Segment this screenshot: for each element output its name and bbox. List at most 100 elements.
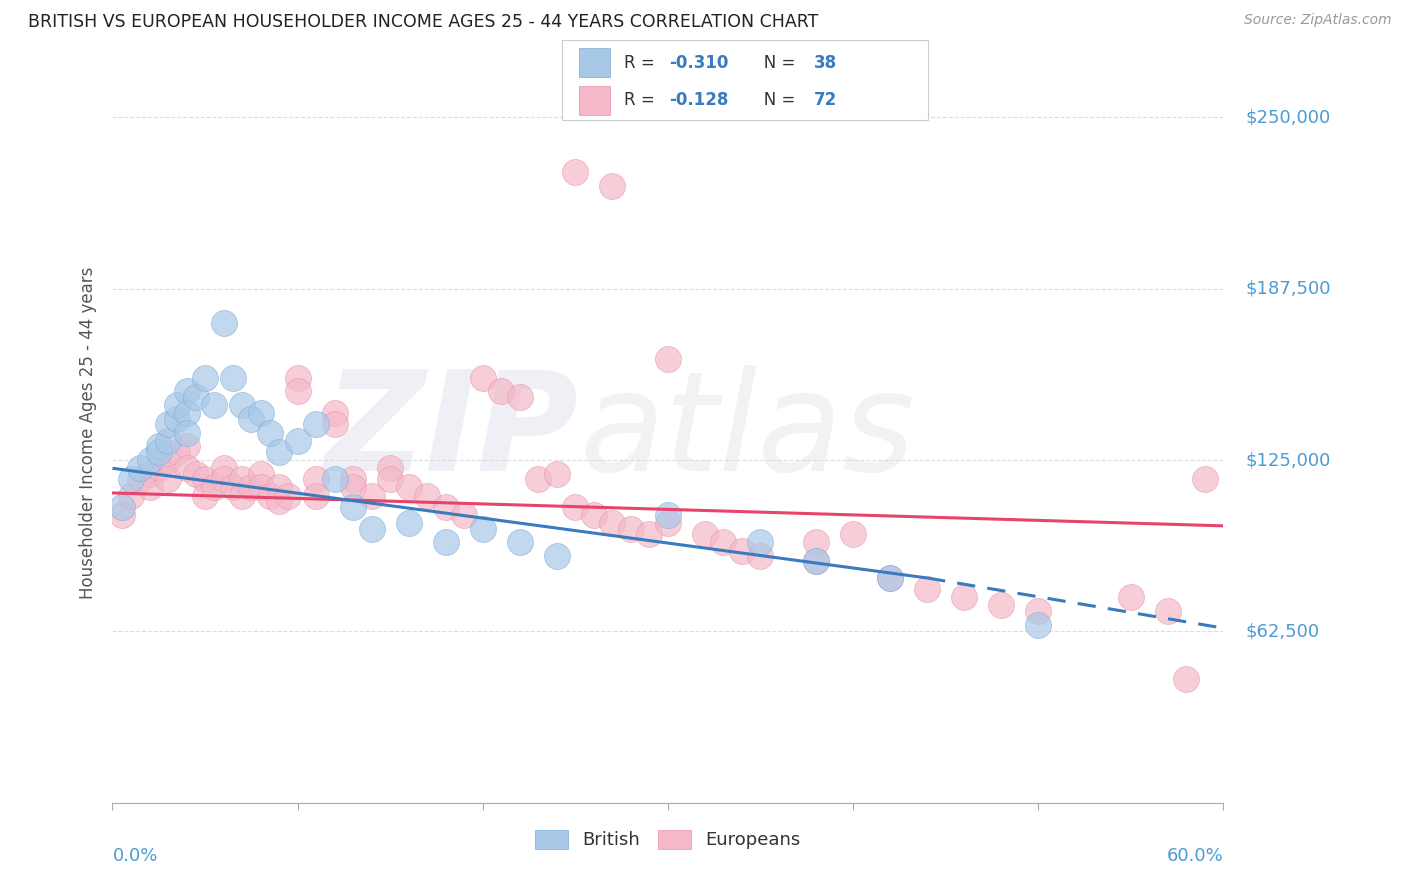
Point <box>240 412 263 426</box>
Point <box>120 489 142 503</box>
Point <box>749 535 772 549</box>
Point <box>620 522 643 536</box>
Point <box>804 554 827 568</box>
Point <box>582 508 605 522</box>
Text: R =: R = <box>624 54 661 71</box>
Point <box>546 467 568 481</box>
Point <box>1175 673 1198 687</box>
Point <box>380 472 402 486</box>
Point <box>202 480 225 494</box>
Point <box>194 489 217 503</box>
Point <box>157 472 180 486</box>
Point <box>157 434 180 448</box>
Point <box>342 472 364 486</box>
Point <box>491 384 513 399</box>
Point <box>731 543 754 558</box>
Point <box>323 472 346 486</box>
Point <box>342 480 364 494</box>
Point <box>434 535 457 549</box>
Point <box>360 489 382 503</box>
Point <box>231 398 253 412</box>
Point <box>713 535 735 549</box>
Point <box>148 445 170 459</box>
Point <box>138 453 160 467</box>
Point <box>138 480 160 494</box>
Point <box>509 390 531 404</box>
Text: N =: N = <box>748 54 800 71</box>
Point <box>267 445 291 459</box>
Point <box>398 516 420 530</box>
Point <box>546 549 568 563</box>
Point <box>231 472 253 486</box>
Point <box>323 417 346 432</box>
Text: -0.128: -0.128 <box>669 91 728 110</box>
Point <box>212 461 235 475</box>
Point <box>176 425 198 440</box>
Point <box>453 508 475 522</box>
Point <box>157 417 180 432</box>
Point <box>176 461 198 475</box>
Point <box>148 439 170 453</box>
Text: atlas: atlas <box>579 365 915 500</box>
Point <box>380 461 402 475</box>
Text: 72: 72 <box>814 91 838 110</box>
Text: $125,000: $125,000 <box>1246 451 1331 469</box>
Point <box>842 527 865 541</box>
Point <box>222 371 245 385</box>
Point <box>1194 472 1216 486</box>
Point <box>259 425 281 440</box>
Point <box>879 571 901 585</box>
Legend: British, Europeans: British, Europeans <box>529 823 807 856</box>
Point <box>212 316 235 330</box>
Point <box>120 472 142 486</box>
Point <box>804 535 827 549</box>
Point <box>305 472 328 486</box>
Point <box>602 178 624 193</box>
Point <box>509 535 531 549</box>
Point <box>323 406 346 420</box>
Text: $250,000: $250,000 <box>1246 108 1330 127</box>
Point <box>564 500 586 514</box>
Point <box>342 500 364 514</box>
Point <box>259 489 281 503</box>
Point <box>240 480 263 494</box>
Point <box>222 480 245 494</box>
Point <box>915 582 938 596</box>
Point <box>202 398 225 412</box>
Point <box>176 384 198 399</box>
Point <box>657 508 679 522</box>
Point <box>129 461 152 475</box>
Point <box>527 472 550 486</box>
Point <box>212 472 235 486</box>
Point <box>138 467 160 481</box>
Text: Source: ZipAtlas.com: Source: ZipAtlas.com <box>1244 13 1392 28</box>
Text: $187,500: $187,500 <box>1246 280 1331 298</box>
Text: $62,500: $62,500 <box>1246 623 1320 640</box>
Point <box>148 461 170 475</box>
Point <box>638 527 661 541</box>
Point <box>184 390 207 404</box>
Y-axis label: Householder Income Ages 25 - 44 years: Householder Income Ages 25 - 44 years <box>79 267 97 599</box>
Point <box>804 554 827 568</box>
Point <box>194 371 217 385</box>
Point <box>953 590 976 604</box>
Point <box>166 412 188 426</box>
Text: 0.0%: 0.0% <box>112 847 157 865</box>
Point <box>166 398 188 412</box>
Point <box>398 480 420 494</box>
Point <box>231 489 253 503</box>
Point <box>471 522 494 536</box>
Point <box>657 516 679 530</box>
Point <box>249 480 271 494</box>
Point <box>176 439 198 453</box>
Point <box>111 500 134 514</box>
Point <box>157 453 180 467</box>
Point <box>1119 590 1142 604</box>
Point <box>249 406 271 420</box>
Point <box>564 165 586 179</box>
Text: R =: R = <box>624 91 661 110</box>
Point <box>194 472 217 486</box>
Point <box>879 571 901 585</box>
Point <box>416 489 439 503</box>
Point <box>287 384 309 399</box>
